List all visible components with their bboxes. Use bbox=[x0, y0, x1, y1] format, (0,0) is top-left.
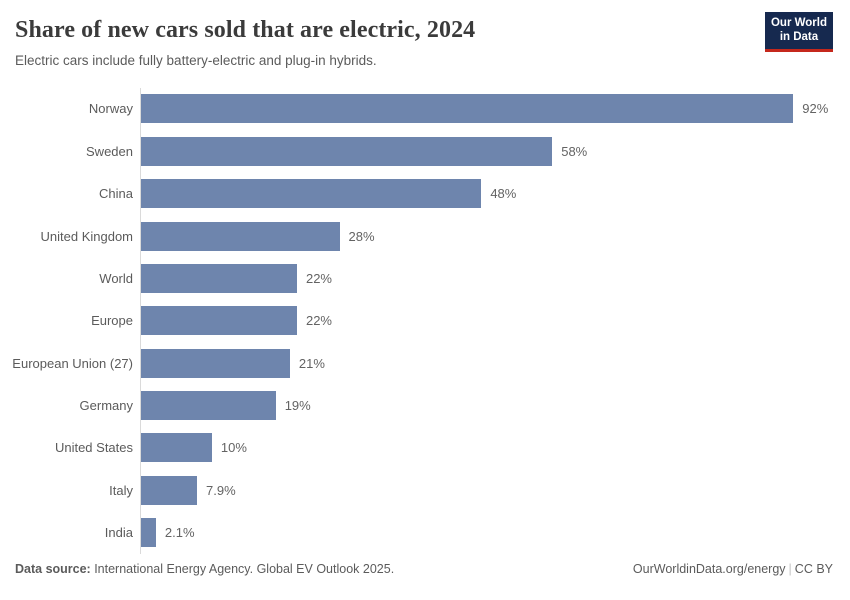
bar-track: 21% bbox=[140, 342, 850, 385]
bar-row: Europe 22% bbox=[0, 299, 850, 343]
bar-chart: Norway 92% Sweden 58% China 48% United K… bbox=[0, 87, 850, 554]
chart-title: Share of new cars sold that are electric… bbox=[15, 17, 476, 43]
license-link[interactable]: CC BY bbox=[794, 562, 833, 576]
chart-footer: Data source: International Energy Agency… bbox=[15, 562, 833, 576]
bar-track: 10% bbox=[140, 426, 850, 470]
bar-track: 28% bbox=[140, 214, 850, 258]
chart-subtitle: Electric cars include fully battery-elec… bbox=[15, 52, 377, 68]
bar-track: 58% bbox=[140, 130, 850, 173]
bar-row: Germany 19% bbox=[0, 384, 850, 427]
bar[interactable] bbox=[141, 94, 794, 124]
category-label: United Kingdom bbox=[40, 228, 134, 244]
value-label: 7.9% bbox=[206, 482, 236, 498]
bar[interactable] bbox=[141, 475, 197, 505]
category-label: World bbox=[99, 270, 133, 286]
bar[interactable] bbox=[141, 263, 297, 293]
bar[interactable] bbox=[141, 348, 290, 378]
bar-row: World 22% bbox=[0, 257, 850, 300]
category-label: Italy bbox=[109, 482, 133, 498]
value-label: 48% bbox=[490, 186, 517, 202]
chart-header: Share of new cars sold that are electric… bbox=[0, 0, 850, 70]
bar[interactable] bbox=[141, 433, 212, 463]
value-label: 19% bbox=[284, 398, 311, 414]
value-label: 92% bbox=[802, 101, 829, 117]
bar-track: 48% bbox=[140, 172, 850, 215]
bar-track: 22% bbox=[140, 299, 850, 343]
bar-row: Norway 92% bbox=[0, 87, 850, 131]
bar[interactable] bbox=[141, 518, 156, 548]
data-source-text: International Energy Agency. Global EV O… bbox=[90, 562, 395, 576]
category-label: United States bbox=[54, 440, 133, 456]
value-label: 22% bbox=[305, 270, 332, 286]
bar-row: Italy 7.9% bbox=[0, 469, 850, 512]
bar-row: Sweden 58% bbox=[0, 130, 850, 173]
owid-logo-line1: Our World bbox=[770, 17, 827, 29]
bar-row: China 48% bbox=[0, 172, 850, 215]
bar[interactable] bbox=[141, 221, 340, 251]
data-source-label: Data source: bbox=[15, 562, 91, 576]
bar-track: 19% bbox=[140, 384, 850, 427]
bar[interactable] bbox=[141, 136, 553, 166]
owid-logo[interactable]: Our World in Data bbox=[764, 12, 833, 52]
footer-separator: | bbox=[788, 562, 792, 576]
bar[interactable] bbox=[141, 391, 276, 421]
data-source-note: Data source: International Energy Agency… bbox=[15, 562, 394, 576]
category-label: Sweden bbox=[86, 143, 133, 159]
owid-url-link[interactable]: OurWorldinData.org/energy bbox=[632, 562, 786, 576]
bar-row: European Union (27) 21% bbox=[0, 342, 850, 385]
bar-track: 92% bbox=[140, 87, 850, 131]
category-label: European Union (27) bbox=[12, 355, 133, 371]
value-label: 28% bbox=[348, 228, 375, 244]
value-label: 22% bbox=[305, 313, 332, 329]
category-label: Europe bbox=[91, 313, 133, 329]
bar-track: 2.1% bbox=[140, 511, 850, 554]
bar-row: United Kingdom 28% bbox=[0, 214, 850, 258]
value-label: 21% bbox=[298, 355, 325, 371]
footer-links: OurWorldinData.org/energy | CC BY bbox=[633, 562, 833, 576]
category-label: Germany bbox=[79, 398, 133, 414]
category-label: China bbox=[99, 186, 133, 202]
bar-track: 22% bbox=[140, 257, 850, 300]
bar-track: 7.9% bbox=[140, 469, 850, 512]
value-label: 2.1% bbox=[164, 525, 195, 541]
bar[interactable] bbox=[141, 179, 482, 209]
bar[interactable] bbox=[141, 306, 297, 336]
value-label: 10% bbox=[220, 440, 247, 456]
category-label: Norway bbox=[88, 101, 133, 117]
bar-row: United States 10% bbox=[0, 426, 850, 470]
value-label: 58% bbox=[561, 143, 588, 159]
bar-row: India 2.1% bbox=[0, 511, 850, 554]
owid-logo-line2: in Data bbox=[779, 30, 819, 43]
category-label: India bbox=[104, 525, 133, 541]
